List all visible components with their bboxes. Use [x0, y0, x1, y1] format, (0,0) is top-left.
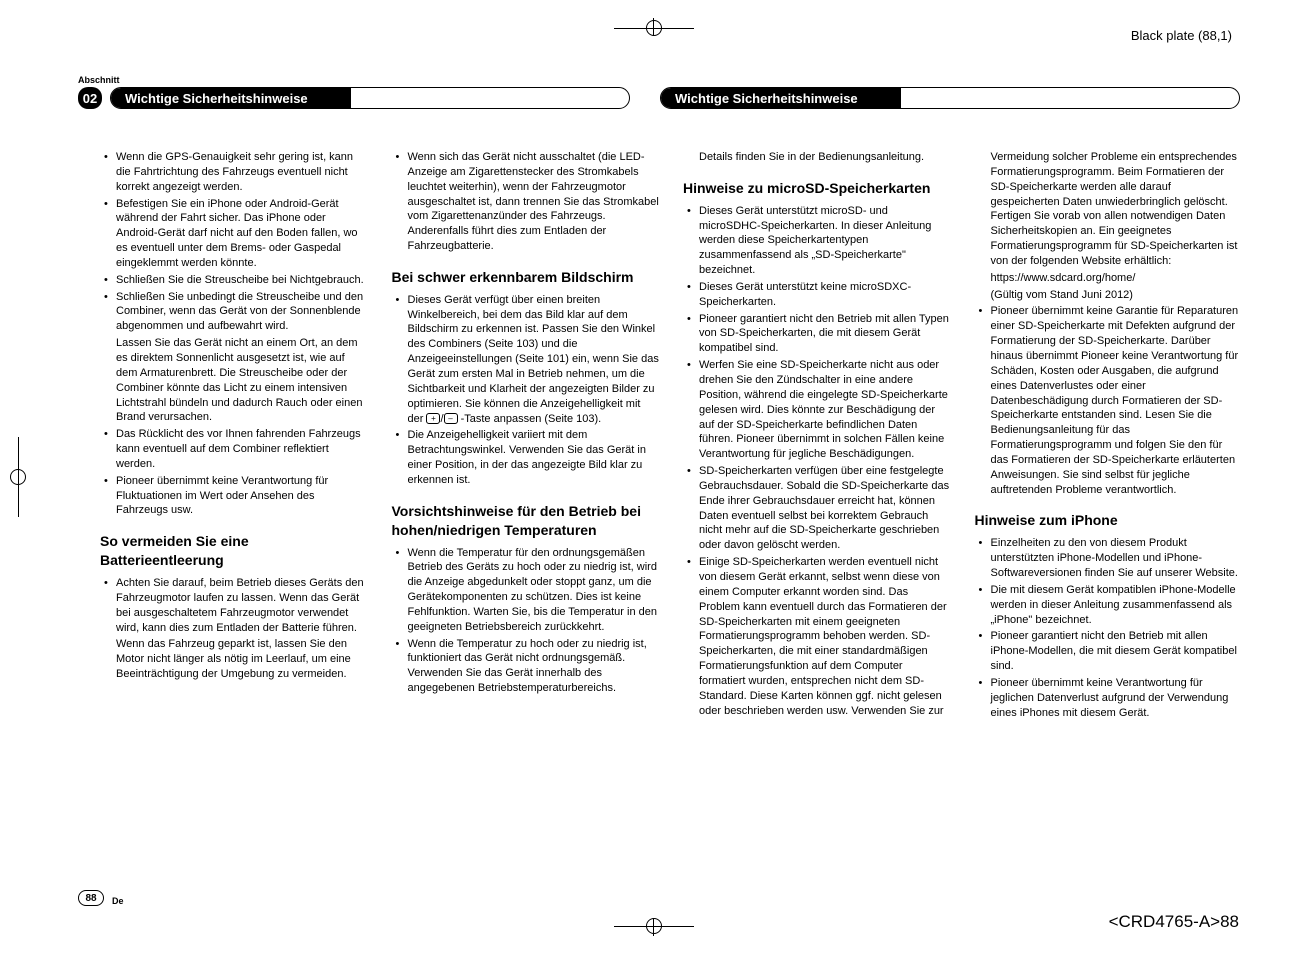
list-item: Pioneer garantiert nicht den Betrieb mit… [975, 629, 1243, 674]
list-item: Wenn sich das Gerät nicht ausschaltet (d… [392, 150, 660, 254]
page-number-oval: 88 [78, 890, 104, 906]
col3-paragraph-top: Details finden Sie in der Bedienungsanle… [683, 150, 951, 165]
heading-microsd: Hinweise zu microSD-Speicherkarten [683, 179, 951, 198]
list-item: Dieses Gerät unterstützt keine microSDXC… [683, 280, 951, 310]
crop-mark-left [18, 437, 26, 517]
list-item: Das Rücklicht des vor Ihnen fahrenden Fa… [100, 427, 368, 472]
list-item: Pioneer garantiert nicht den Betrieb mit… [683, 312, 951, 357]
crop-mark-top [614, 20, 694, 36]
col2-list-c: Wenn die Temperatur für den ordnungsgemä… [392, 546, 660, 696]
list-item: Pioneer übernimmt keine Verantwortung fü… [100, 474, 368, 519]
heading-temperaturen: Vorsichtshinweise für den Betrieb bei ho… [392, 502, 660, 540]
crop-mark-bottom [614, 918, 694, 934]
li-text-post: -Taste anpassen (Seite 103). [461, 413, 602, 425]
list-item: Schließen Sie die Streuscheibe bei Nicht… [100, 273, 368, 288]
list-item: Schließen Sie unbedingt die Streuscheibe… [100, 290, 368, 335]
blackplate-text: Black plate (88,1) [1131, 28, 1232, 43]
col1-list-a: Wenn die GPS-Genauigkeit sehr gering ist… [100, 150, 368, 334]
list-item: Dieses Gerät unterstützt microSD- und mi… [683, 204, 951, 278]
brightness-down-icon: – [444, 413, 458, 424]
col4-validity: (Gültig vom Stand Juni 2012) [975, 288, 1243, 303]
col1-list-b: Das Rücklicht des vor Ihnen fahrenden Fa… [100, 427, 368, 518]
list-item: SD-Speicherkarten verfügen über eine fes… [683, 464, 951, 553]
header-pill-left: Wichtige Sicherheitshinweise [110, 87, 630, 109]
col1-list-c: Achten Sie darauf, beim Betrieb dieses G… [100, 576, 368, 635]
list-item: Wenn die GPS-Genauigkeit sehr gering ist… [100, 150, 368, 195]
col2-list-a: Wenn sich das Gerät nicht ausschaltet (d… [392, 150, 660, 254]
list-item: Achten Sie darauf, beim Betrieb dieses G… [100, 576, 368, 635]
footer-code: <CRD4765-A>88 [1109, 912, 1239, 932]
page-root: Black plate (88,1) Abschnitt 02 Wichtige… [0, 0, 1307, 954]
brightness-up-icon: + [426, 413, 440, 424]
list-item: Einzelheiten zu den von diesem Produkt u… [975, 536, 1243, 581]
col4-list-a: Pioneer übernimmt keine Garantie für Rep… [975, 304, 1243, 497]
col1-paragraph-a: Lassen Sie das Gerät nicht an einem Ort,… [100, 336, 368, 425]
list-item: Dieses Gerät verfügt über einen breiten … [392, 293, 660, 427]
col4-list-b: Einzelheiten zu den von diesem Produkt u… [975, 536, 1243, 720]
header-pill-right: Wichtige Sicherheitshinweise [660, 87, 1240, 109]
list-item: Die mit diesem Gerät kompatiblen iPhone-… [975, 583, 1243, 628]
header-right-title: Wichtige Sicherheitshinweise [661, 88, 901, 108]
col4-paragraph-cont: Vermeidung solcher Probleme ein entsprec… [975, 150, 1243, 269]
list-item: Wenn die Temperatur für den ordnungsgemä… [392, 546, 660, 635]
heading-battery: So vermeiden Sie eine Batterieentleerung [100, 532, 368, 570]
list-item: Pioneer übernimmt keine Verantwortung fü… [975, 676, 1243, 721]
list-item: Die Anzeigehelligkeit variiert mit dem B… [392, 428, 660, 487]
list-item: Werfen Sie eine SD-Speicherkarte nicht a… [683, 358, 951, 462]
page-language: De [112, 896, 124, 906]
list-item: Befestigen Sie ein iPhone oder Android-G… [100, 197, 368, 271]
list-item: Wenn die Temperatur zu hoch oder zu nied… [392, 637, 660, 696]
li-text-pre: Dieses Gerät verfügt über einen breiten … [408, 294, 659, 425]
header-left-title: Wichtige Sicherheitshinweise [111, 88, 351, 108]
col3-list: Dieses Gerät unterstützt microSD- und mi… [683, 204, 951, 719]
list-item: Pioneer übernimmt keine Garantie für Rep… [975, 304, 1243, 497]
col4-url: https://www.sdcard.org/home/ [975, 271, 1243, 286]
heading-iphone: Hinweise zum iPhone [975, 511, 1243, 530]
heading-bildschirm: Bei schwer erkennbarem Bildschirm [392, 268, 660, 287]
section-number-badge: 02 [78, 87, 102, 109]
list-item: Einige SD-Speicherkarten werden eventuel… [683, 555, 951, 718]
content-columns: Wenn die GPS-Genauigkeit sehr gering ist… [100, 150, 1242, 864]
col2-list-b: Dieses Gerät verfügt über einen breiten … [392, 293, 660, 488]
col1-paragraph-c: Wenn das Fahrzeug geparkt ist, lassen Si… [100, 637, 368, 682]
abschnitt-label: Abschnitt [78, 75, 120, 85]
